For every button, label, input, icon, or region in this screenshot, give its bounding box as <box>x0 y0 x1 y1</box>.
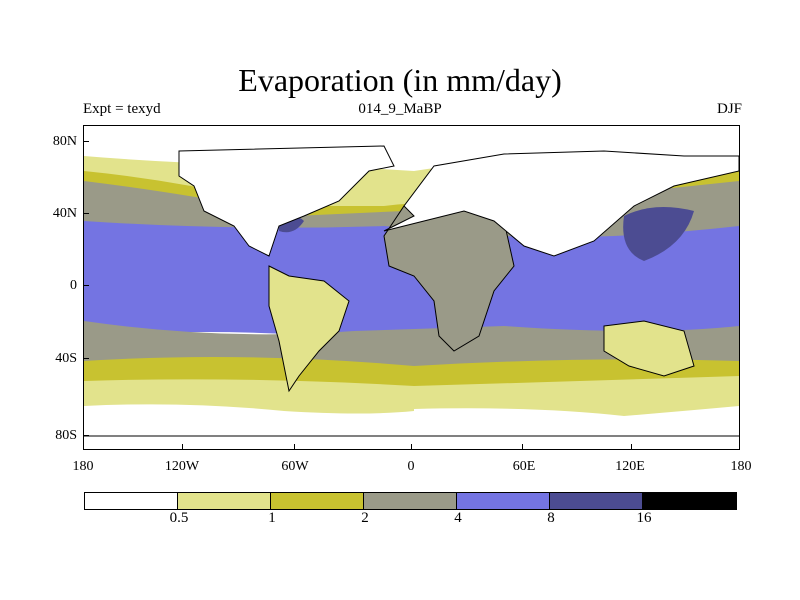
colorbar-label-4: 4 <box>454 510 462 526</box>
ytick-mark <box>83 358 89 359</box>
colorbar-box-2 <box>178 493 271 509</box>
chart-title: Evaporation (in mm/day) <box>238 62 562 98</box>
xtick-label-60w: 60W <box>281 459 309 474</box>
colorbar-box-6 <box>550 493 643 509</box>
ytick-label-0: 0 <box>70 278 77 293</box>
ytick-label-40n: 40N <box>52 206 77 221</box>
xtick-label-180w: 180 <box>72 459 94 474</box>
north-america <box>178 145 395 257</box>
xtick-label-0: 0 <box>407 459 415 474</box>
xtick-label-120e: 120E <box>615 459 645 474</box>
colorbar-box-5 <box>457 493 550 509</box>
evaporation-map <box>84 126 739 449</box>
map-panel <box>83 125 740 450</box>
blob-dark-pacific <box>623 207 694 261</box>
colorbar-label-0-5: 0.5 <box>169 510 189 526</box>
xtick-mark <box>182 444 183 450</box>
season-label: DJF <box>716 101 742 117</box>
xtick-label-60e: 60E <box>512 459 536 474</box>
ytick-mark <box>83 285 89 286</box>
ytick-mark <box>83 213 89 214</box>
colorbar-label-8: 8 <box>547 510 555 526</box>
period-label: 014_9_MaBP <box>358 101 442 117</box>
colorbar-box-7 <box>643 493 736 509</box>
xtick-mark <box>411 444 412 450</box>
colorbar-label-16: 16 <box>636 510 652 526</box>
colorbar-label-2: 2 <box>361 510 369 526</box>
ytick-label-80n: 80N <box>52 134 77 149</box>
australia <box>603 320 695 377</box>
colorbar-label-1: 1 <box>268 510 276 526</box>
xtick-mark <box>522 444 523 450</box>
ytick-label-80s: 80S <box>55 428 77 443</box>
eurasia <box>383 150 739 257</box>
colorbar-box-4 <box>364 493 457 509</box>
xtick-label-180e: 180 <box>730 459 752 474</box>
ytick-mark <box>83 435 89 436</box>
xtick-mark <box>631 444 632 450</box>
band-blue-tropics <box>84 221 739 341</box>
xtick-mark <box>294 444 295 450</box>
ytick-label-40s: 40S <box>55 351 77 366</box>
south-america <box>268 265 350 393</box>
experiment-label: Expt = texyd <box>83 101 161 117</box>
colorbar-box-1 <box>85 493 178 509</box>
colorbar <box>84 492 737 510</box>
ytick-mark <box>83 141 89 142</box>
xtick-label-120w: 120W <box>164 459 200 474</box>
colorbar-box-3 <box>271 493 364 509</box>
band-white-antarctic-west <box>84 404 414 449</box>
band-white-antarctic-east <box>414 406 739 449</box>
